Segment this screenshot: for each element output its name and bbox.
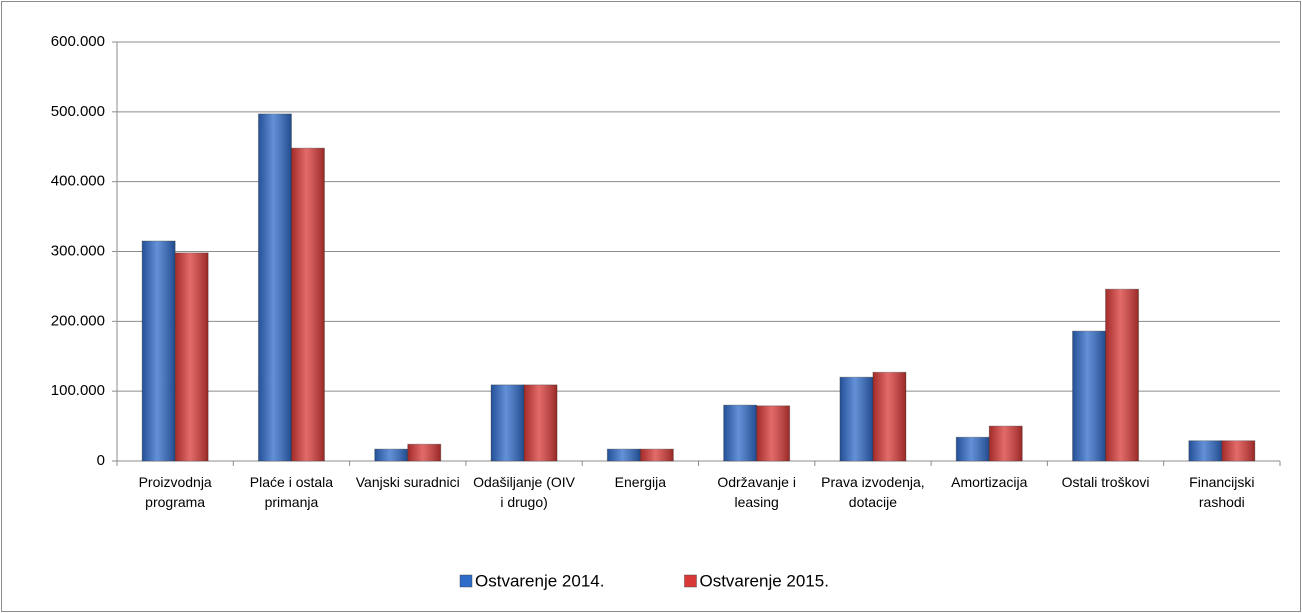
legend-swatch [459, 574, 473, 588]
x-tick-label: Plaće i ostala primanja [249, 474, 334, 510]
y-tick-label: 200.000 [51, 312, 105, 329]
y-tick-label: 300.000 [51, 242, 105, 259]
bar-shine [407, 444, 441, 461]
y-tick-label: 100.000 [51, 382, 105, 399]
bar-shine [142, 241, 176, 461]
x-tick-label: Vanjski suradnici [355, 474, 460, 490]
x-tick-label: Proizvodnja programa [138, 474, 212, 510]
bar-shine [872, 372, 906, 461]
x-tick-label: Financijski rashodi [1189, 474, 1255, 510]
y-tick-label: 600.000 [51, 33, 105, 50]
bar-shine [291, 148, 325, 461]
bar-shine [524, 384, 558, 461]
bar-shine [607, 449, 641, 461]
y-tick-label: 0 [97, 452, 105, 469]
bar-shine [1221, 440, 1255, 461]
legend-label: Ostvarenje 2014. [475, 571, 604, 590]
bar-shine [756, 405, 790, 461]
bar-shine [258, 113, 292, 461]
x-tick-label: Održavanje i leasing [717, 474, 796, 510]
bar-shine [989, 426, 1023, 461]
x-tick-label: Prava izvodenja, dotacije [821, 474, 925, 510]
bar-shine [723, 405, 757, 461]
bar-shine [1072, 331, 1106, 461]
x-tick-label: Odašiljanje (OIV i drugo) [473, 474, 576, 510]
bar-shine [1188, 440, 1222, 461]
bar-shine [491, 384, 525, 461]
legend-swatch [683, 574, 697, 588]
legend-label: Ostvarenje 2015. [699, 571, 828, 590]
bar-shine [839, 377, 873, 461]
bar-shine [956, 437, 990, 461]
x-tick-label: Energija [614, 474, 667, 490]
bar-shine [640, 449, 674, 461]
bar-shine [1105, 289, 1139, 461]
bar-shine [374, 449, 408, 461]
x-tick-label: Amortizacija [951, 474, 1028, 490]
bar-shine [175, 252, 209, 461]
x-tick-label: Ostali troškovi [1061, 474, 1150, 490]
y-tick-label: 400.000 [51, 173, 105, 190]
y-tick-label: 500.000 [51, 103, 105, 120]
